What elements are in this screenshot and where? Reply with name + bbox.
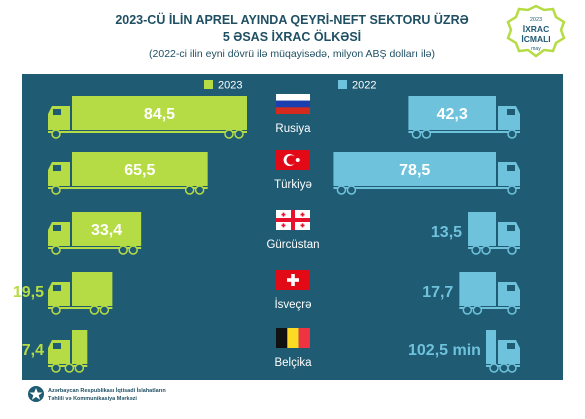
- truck-window-2023: [53, 165, 61, 171]
- truck-wheel-2023: [65, 364, 73, 372]
- truck-window-2022: [507, 343, 515, 349]
- truck-wheel-2022: [337, 186, 345, 194]
- truck-window-2022: [507, 225, 515, 231]
- category-label: İsveçrə: [274, 298, 311, 311]
- truck-window-2023: [53, 343, 61, 349]
- truck-chassis-2023: [48, 187, 208, 189]
- data-label-2022: 78,5: [399, 162, 430, 179]
- truck-wheel-2022: [347, 186, 355, 194]
- truck-wheel-2023: [75, 364, 83, 372]
- truck-wheel-2022: [508, 364, 516, 372]
- truck-wheel-2023: [186, 186, 194, 194]
- truck-wheel-2022: [500, 364, 508, 372]
- truck-wheel-2022: [508, 306, 516, 314]
- bar-2022: [459, 272, 496, 306]
- truck-wheel-2023: [52, 364, 60, 372]
- truck-wheel-2022: [508, 186, 516, 194]
- category-label: Rusiya: [275, 123, 311, 135]
- data-label-2023: 7,4: [22, 342, 44, 359]
- truck-wheel-2023: [225, 130, 233, 138]
- legend-label-2023: 2023: [218, 80, 242, 92]
- truck-wheel-2022: [508, 246, 516, 254]
- data-label-2023: 33,4: [91, 222, 122, 239]
- truck-chassis-2023: [48, 131, 247, 133]
- truck-window-2022: [507, 165, 515, 171]
- category-label: Türkiyə: [274, 179, 312, 191]
- flag-belgium-icon: [276, 328, 310, 348]
- truck-wheel-2022: [482, 246, 490, 254]
- flag-russia-icon: [276, 94, 310, 114]
- data-label-2022: 17,7: [422, 284, 453, 301]
- truck-wheel-2023: [119, 246, 127, 254]
- bar-2023: [72, 330, 87, 364]
- truck-wheel-2023: [52, 186, 60, 194]
- legend-swatch-2022: [338, 80, 347, 89]
- legend-label-2022: 2022: [352, 80, 376, 92]
- truck-wheel-2022: [422, 130, 430, 138]
- page-title-line2: 5 ƏSAS İXRAC ÖLKƏSİ: [223, 29, 361, 44]
- truck-window-2023: [53, 109, 61, 115]
- data-label-2023: 19,5: [13, 284, 44, 301]
- flag-turkey-icon: [276, 150, 310, 170]
- truck-wheel-2022: [473, 306, 481, 314]
- category-label: Belçika: [274, 357, 312, 369]
- truck-wheel-2023: [90, 306, 98, 314]
- bar-2022: [468, 212, 496, 246]
- page-subtitle: (2022-ci ilin eyni dövrü ilə müqayisədə,…: [149, 48, 435, 60]
- footer-line2: Təhlili və Kommunikasiya Mərkəzi: [48, 396, 137, 402]
- bar-2022: [486, 330, 496, 364]
- badge-line2: İCMALI: [521, 34, 550, 44]
- badge-month: may: [531, 46, 541, 52]
- truck-wheel-2023: [196, 186, 204, 194]
- truck-wheel-2023: [129, 246, 137, 254]
- state-emblem-icon: [28, 386, 44, 402]
- truck-window-2022: [507, 285, 515, 291]
- truck-wheel-2022: [472, 246, 480, 254]
- badge-line1: İXRAC: [523, 24, 549, 34]
- truck-wheel-2022: [412, 130, 420, 138]
- legend-swatch-2023: [204, 80, 213, 89]
- category-label: Gürcüstan: [266, 239, 319, 251]
- page-title: 2023-CÜ İLİN APREL AYINDA QEYRİ-NEFT SEK…: [115, 12, 468, 27]
- truck-wheel-2022: [508, 130, 516, 138]
- footer-line1: Azərbaycan Respublikası İqtisadi İslahat…: [48, 387, 166, 394]
- truck-wheel-2023: [52, 306, 60, 314]
- data-label-2022: 102,5 min: [408, 342, 481, 359]
- truck-wheel-2022: [463, 306, 471, 314]
- data-label-2022: 42,3: [437, 106, 468, 123]
- truck-window-2022: [507, 109, 515, 115]
- truck-chassis-2022: [333, 187, 520, 189]
- data-label-2022: 13,5: [431, 224, 462, 241]
- badge-year: 2023: [530, 17, 542, 23]
- flag-switzerland-icon: [276, 270, 310, 290]
- truck-wheel-2023: [52, 246, 60, 254]
- truck-wheel-2023: [52, 130, 60, 138]
- truck-wheel-2023: [235, 130, 243, 138]
- data-label-2023: 84,5: [144, 106, 175, 123]
- flag-georgia-icon: [276, 210, 310, 230]
- data-label-2023: 65,5: [124, 162, 155, 179]
- truck-window-2023: [53, 225, 61, 231]
- truck-wheel-2022: [490, 364, 498, 372]
- truck-window-2023: [53, 285, 61, 291]
- bar-2023: [72, 272, 112, 306]
- truck-wheel-2023: [100, 306, 108, 314]
